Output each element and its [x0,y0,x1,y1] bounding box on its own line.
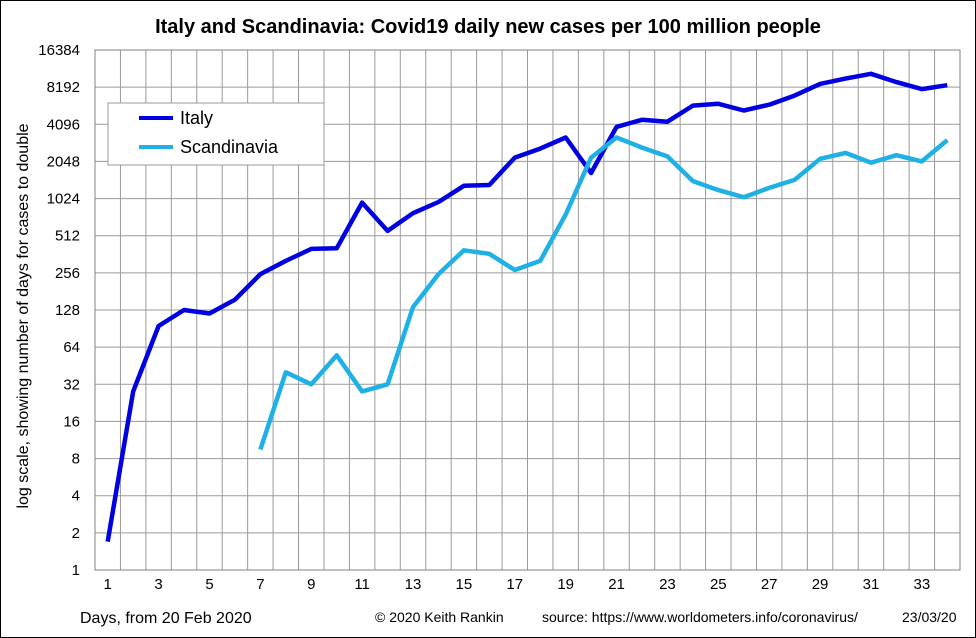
y-tick-label: 16384 [38,42,80,59]
y-tick-label: 1 [72,562,80,579]
legend-label-italy: Italy [180,108,213,128]
x-axis-label: Days, from 20 Feb 2020 [80,610,252,627]
x-tick-label: 23 [659,576,676,593]
y-tick-label: 8192 [47,79,80,96]
source-note: source: https://www.worldometers.info/co… [542,609,858,625]
y-tick-label: 1024 [47,191,80,208]
x-tick-label: 19 [557,576,574,593]
chart-title: Italy and Scandinavia: Covid19 daily new… [155,16,821,38]
y-tick-label: 128 [55,302,80,319]
series-line-scandinavia [258,135,949,451]
y-tick-label: 8 [72,451,80,468]
x-tick-labels: 1 3 5 7 9 11 13 15 17 19 21 23 25 27 29 31 33 [104,576,931,593]
x-tick-label: 9 [307,576,315,593]
x-tick-label: 21 [608,576,625,593]
y-tick-label: 256 [55,265,80,282]
y-tick-label: 2048 [47,153,80,170]
x-tick-label: 5 [205,576,213,593]
y-tick-label: 32 [63,376,80,393]
y-tick-label: 512 [55,228,80,245]
y-tick-label: 2 [72,525,80,542]
series-line-italy [105,71,948,542]
x-tick-label: 7 [256,576,264,593]
x-tick-label: 25 [710,576,727,593]
y-tick-label: 16 [63,413,80,430]
plot-area [94,49,961,571]
series-layer [105,71,949,542]
x-tick-label: 15 [456,576,473,593]
x-tick-label: 27 [761,576,778,593]
x-tick-label: 11 [354,576,370,593]
y-tick-label: 4096 [47,116,80,133]
y-tick-label: 64 [63,339,80,356]
legend-box [107,102,325,166]
y-axis-label: log scale, showing number of days for ca… [15,123,32,508]
x-tick-label: 17 [506,576,523,593]
x-tick-label: 13 [405,576,422,593]
legend-label-scandinavia: Scandinavia [180,137,279,157]
x-tick-label: 31 [863,576,880,593]
x-tick-label: 1 [104,576,112,593]
x-tick-label: 33 [913,576,930,593]
legend: Italy Scandinavia [107,102,325,166]
date-note: 23/03/20 [902,609,957,625]
x-tick-label: 29 [812,576,829,593]
plot-border [94,49,961,571]
x-tick-label: 3 [154,576,162,593]
y-tick-label: 4 [72,488,80,505]
copyright-note: © 2020 Keith Rankin [375,609,504,625]
y-tick-labels: 1 2 4 8 16 32 64 128 256 512 1024 2048 4096 8192 16384 [38,42,80,579]
